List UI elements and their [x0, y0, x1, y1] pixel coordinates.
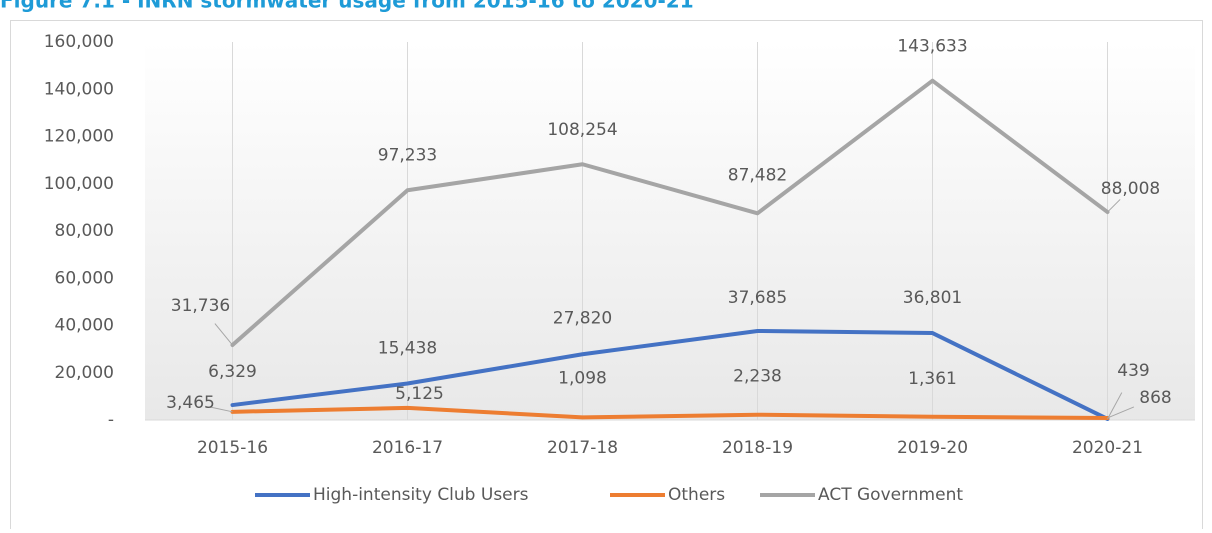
x-tick-label: 2016-17 [372, 438, 443, 458]
y-tick-label: 20,000 [55, 363, 114, 383]
series-line [230, 328, 1110, 421]
x-tick-label: 2017-18 [547, 438, 618, 458]
data-label: 87,482 [728, 165, 787, 185]
y-tick-label: 100,000 [44, 174, 114, 194]
y-tick-label: 140,000 [44, 79, 114, 99]
series-line [230, 78, 1110, 348]
data-label: 15,438 [378, 339, 437, 359]
y-tick-label: 160,000 [44, 32, 114, 52]
y-tick-label: - [108, 410, 114, 430]
y-tick-label: 60,000 [55, 268, 114, 288]
leader-line [1107, 406, 1135, 419]
data-label: 1,098 [558, 368, 607, 388]
data-label: 36,801 [903, 288, 962, 308]
data-label: 6,329 [208, 362, 257, 382]
data-label: 2,238 [733, 367, 782, 387]
x-tick-label: 2015-16 [197, 438, 268, 458]
plot-area [145, 42, 1195, 420]
data-label: 868 [1139, 388, 1171, 408]
data-label: 143,633 [897, 37, 967, 57]
series-line [230, 405, 1110, 420]
x-tick-label: 2020-21 [1072, 438, 1143, 458]
leader-line [209, 406, 233, 413]
data-label: 3,465 [166, 393, 215, 413]
data-label: 108,254 [547, 120, 617, 140]
data-label: 1,361 [908, 369, 957, 389]
x-tick-label: 2018-19 [722, 438, 793, 458]
leader-line [1107, 199, 1121, 213]
data-label: 31,736 [171, 296, 230, 316]
y-tick-label: 80,000 [55, 221, 114, 241]
legend-label: Others [668, 485, 725, 505]
data-label: 439 [1117, 361, 1149, 381]
leader-line [214, 323, 233, 346]
data-label: 27,820 [553, 308, 612, 328]
leader-line [1107, 392, 1123, 420]
y-tick-label: 120,000 [44, 127, 114, 147]
legend-label: ACT Government [818, 485, 963, 505]
data-label: 37,685 [728, 288, 787, 308]
y-tick-label: 40,000 [55, 316, 114, 336]
chart-title: Figure 7.1 - INRN stormwater usage from … [0, 0, 694, 13]
data-label: 5,125 [395, 384, 444, 404]
data-label: 88,008 [1101, 179, 1160, 199]
legend-label: High-intensity Club Users [313, 485, 529, 505]
x-tick-label: 2019-20 [897, 438, 968, 458]
data-label: 97,233 [378, 145, 437, 165]
